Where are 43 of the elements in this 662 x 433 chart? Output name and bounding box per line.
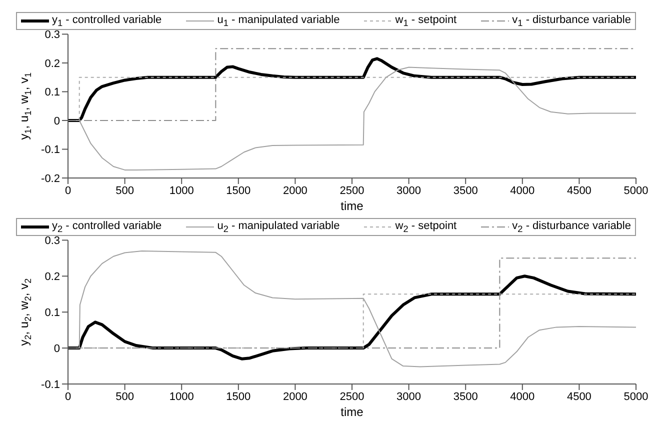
x-tick-label: 1500 [226,184,251,197]
x-tick-label: 0 [64,390,72,403]
x-tick-label: 3500 [453,390,478,403]
x-tick-label: 5000 [624,390,648,403]
legend-label: u$_{1}$ - manipulated variable [217,14,340,28]
x-tick-label: 4000 [510,390,535,403]
x-tick-label: 2000 [282,184,308,197]
y-tick-label: 0.3 [44,235,60,248]
x-tick-label: 0 [64,184,72,197]
y-tick-label: 0.2 [44,58,60,70]
legend-label: w$_{1}$ - setpoint [395,14,457,28]
y-tick-label: 0.1 [44,86,60,99]
legend-label: y$_{1}$ - controlled variable [52,14,162,28]
x-tick-label: 1000 [169,184,194,197]
x-tick-label: 4000 [510,184,535,197]
x-tick-label: 4500 [566,184,592,197]
x-tick-label: 4500 [566,390,592,403]
x-tick-label: 2500 [340,390,364,403]
x-tick-label: 2500 [340,184,364,197]
x-tick-label: 3000 [396,184,422,197]
legend-label: u$_{2}$ - manipulated variable [217,220,340,234]
x-tick-label: 2000 [282,390,308,403]
y-tick-label: 0 [54,342,60,355]
y-tick-label: -0.1 [41,144,60,156]
x-axis-title: time [340,199,364,213]
y-tick-label: 0.1 [44,307,60,319]
y-tick-label: -0.1 [41,378,60,391]
x-tick-label: 3500 [453,184,478,197]
y-tick-label: 0.3 [44,29,60,42]
x-tick-label: 500 [116,390,134,403]
x-tick-label: 3000 [396,390,422,403]
y-tick-label: 0 [54,115,60,128]
legend-label: v$_{1}$ - disturbance variable [512,14,631,28]
legend-label: v$_{2}$ - disturbance variable [512,220,631,234]
x-axis-title: time [340,405,364,419]
y-tick-label: -0.2 [41,172,60,185]
legend-label: y$_{2}$ - controlled variable [52,220,162,234]
y-tick-label: 0.2 [44,271,60,284]
x-tick-label: 1500 [226,390,251,403]
x-tick-label: 5000 [624,184,648,197]
legend-label: w$_{2}$ - setpoint [395,220,457,234]
x-tick-label: 500 [116,184,134,197]
x-tick-label: 1000 [169,390,194,403]
